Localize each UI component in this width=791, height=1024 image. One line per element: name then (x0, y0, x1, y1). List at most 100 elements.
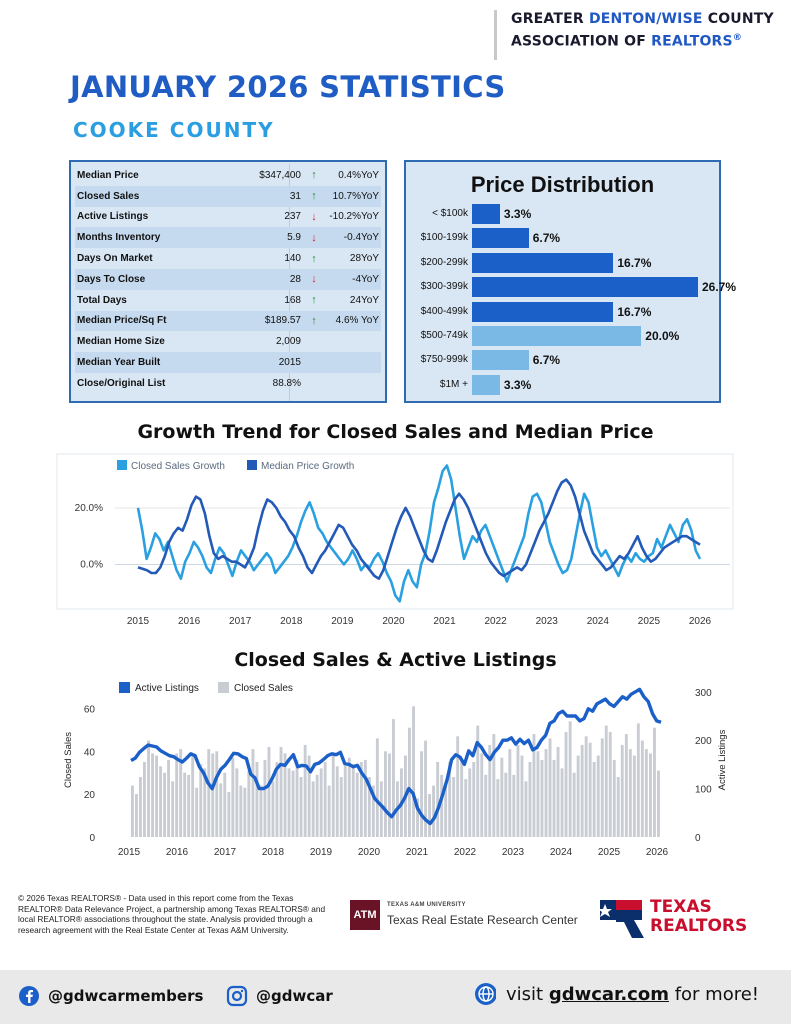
closed-sales-bar (640, 740, 644, 837)
distribution-value-label: 26.7% (702, 280, 737, 295)
instagram-handle: @gdwcar (256, 987, 333, 1005)
distribution-category-label: $300-399k (420, 281, 468, 293)
closed-sales-bar (620, 744, 624, 837)
closed-sales-bar (135, 794, 138, 837)
x-tick-label: 2019 (331, 616, 354, 627)
texas-realtors-wordmark: TEXAS REALTORS (650, 897, 748, 936)
x-tick-label: 2025 (598, 847, 621, 858)
closed-sales-bar (379, 781, 383, 837)
legend-label: Closed Sales Growth (131, 461, 225, 472)
closed-sales-bar (367, 777, 371, 837)
closed-sales-bar (420, 751, 423, 837)
stat-row: Median Price/Sq Ft $189.57 ↑ 4.6% YoY (75, 310, 381, 332)
closed-sales-bar (504, 772, 508, 837)
closed-sales-bar (388, 753, 391, 837)
closed-sales-bar (440, 774, 444, 837)
sales-listings-title: Closed Sales & Active Listings (234, 649, 557, 671)
distribution-bar (472, 350, 529, 371)
closed-sales-bar (203, 768, 207, 837)
closed-sales-bar (167, 759, 170, 837)
stat-value: 31 (289, 190, 301, 202)
closed-sales-bar (291, 770, 295, 837)
closed-sales-bar (235, 768, 239, 837)
closed-sales-bar (191, 755, 195, 837)
distribution-row: $400-499k 16.7% (406, 301, 719, 322)
y-tick-label: 60 (84, 704, 96, 715)
texas-realtors-mark-icon (598, 900, 644, 938)
x-tick-label: 2026 (646, 847, 669, 858)
closed-sales-bar (331, 755, 335, 837)
closed-sales-bar (548, 738, 552, 837)
closed-sales-bar (271, 781, 275, 837)
instagram-icon (226, 985, 248, 1007)
closed-sales-bar (408, 727, 411, 837)
org-name-line2: ASSOCIATION OF REALTORS® (511, 33, 743, 50)
closed-sales-bar (608, 732, 612, 837)
series-line-median-price-growth (137, 478, 701, 580)
visit-website-link[interactable]: visit gdwcar.com for more! (474, 983, 759, 1005)
stat-value: 88.8% (272, 377, 301, 389)
growth-trend-chart: 20.0% 0.0% 2015 2016 2017 2018 2019 2020 2021 202… (56, 453, 734, 627)
closed-sales-bar (536, 751, 540, 837)
distribution-value-label: 16.7% (617, 255, 652, 270)
closed-sales-bar (207, 749, 211, 837)
closed-sales-bar (179, 749, 183, 837)
closed-sales-bar (219, 783, 223, 837)
x-tick-label: 2016 (178, 616, 201, 627)
closed-sales-bar (444, 785, 448, 837)
stat-row: Close/Original List 88.8% (75, 373, 381, 394)
closed-sales-bar (239, 785, 243, 837)
closed-sales-bar (187, 774, 191, 837)
website-link[interactable]: gdwcar.com (548, 983, 669, 1005)
closed-sales-bar (616, 777, 620, 837)
closed-sales-bar (436, 762, 440, 837)
tamu-logo: ATM (350, 900, 380, 930)
closed-sales-bar (492, 734, 496, 837)
sales-listings-chart: Closed Sales Active Listings6040200300200… (63, 682, 728, 858)
stat-row: Closed Sales 31 ↑ 10.7%YoY (75, 185, 381, 207)
x-tick-label: 2017 (214, 847, 237, 858)
stat-label: Months Inventory (77, 232, 161, 244)
distribution-row: < $100k 3.3% (406, 204, 719, 224)
closed-sales-bar (476, 725, 480, 837)
facebook-link[interactable]: @gdwcarmembers (18, 985, 203, 1007)
closed-sales-bar (468, 768, 472, 837)
stat-yoy-change: 28YoY (349, 253, 379, 265)
distribution-value-label: 6.7% (532, 353, 561, 368)
closed-sales-bar (636, 723, 640, 837)
stat-row: Total Days 168 ↑ 24YoY (75, 290, 381, 311)
closed-sales-bar (416, 798, 419, 837)
x-tick-label: 2026 (689, 616, 712, 627)
closed-sales-bar (251, 749, 255, 837)
stat-row: Days On Market 140 ↑ 28YoY (75, 248, 381, 269)
closed-sales-bar (183, 772, 187, 837)
stat-label: Median Home Size (77, 336, 165, 348)
closed-sales-bar (163, 772, 166, 837)
arrow-up-icon: ↑ (311, 294, 317, 307)
closed-sales-bar (327, 785, 331, 837)
legend-label: Closed Sales (234, 683, 293, 694)
distribution-row: $300-399k 26.7% (406, 277, 736, 298)
closed-sales-bar (323, 762, 327, 837)
distribution-row: $200-299k 16.7% (406, 252, 719, 273)
closed-sales-bar (199, 764, 203, 837)
distribution-row: $500-749k 20.0% (406, 326, 719, 346)
closed-sales-bar (231, 757, 235, 837)
y-tick-label: 0.0% (80, 560, 103, 571)
closed-sales-bar (335, 766, 339, 837)
x-tick-label: 2015 (127, 616, 150, 627)
instagram-link[interactable]: @gdwcar (226, 985, 333, 1007)
stat-yoy-change: 0.4%YoY (338, 169, 379, 181)
stat-row: Median Year Built 2015 (75, 352, 381, 373)
closed-sales-bar (303, 744, 307, 837)
closed-sales-bar (496, 779, 500, 837)
closed-sales-bar (147, 740, 150, 837)
stat-label: Closed Sales (77, 190, 140, 202)
closed-sales-bar (508, 749, 512, 837)
closed-sales-bar (588, 742, 592, 837)
page-title: JANUARY 2026 STATISTICS (70, 70, 506, 104)
closed-sales-bar (131, 785, 134, 837)
closed-sales-bar (540, 759, 544, 837)
closed-sales-bar (259, 785, 263, 837)
closed-sales-bar (452, 777, 456, 837)
